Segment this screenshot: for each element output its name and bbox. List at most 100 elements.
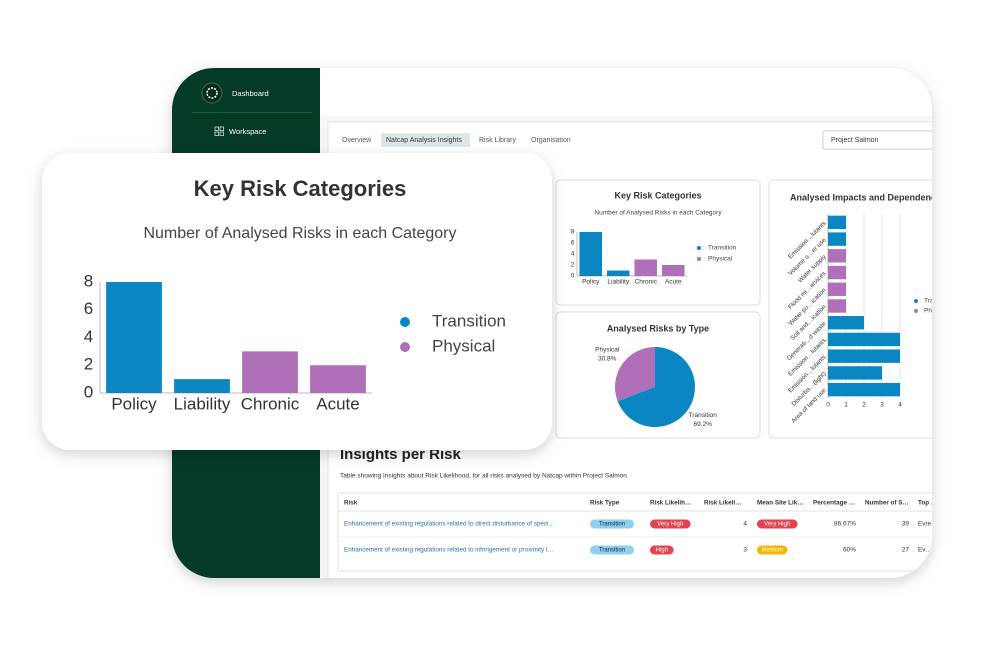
pill xyxy=(590,519,634,529)
x-tick-label: 4 xyxy=(898,402,902,409)
y-tick-label: 8 xyxy=(84,271,93,290)
pill-label: Very High xyxy=(764,522,790,528)
legend-label: Transition xyxy=(924,298,953,305)
chart-small: 0 2 4 6 8 Policy Liability Chronic Acute Transiti… xyxy=(571,229,737,286)
pill-label: Medium xyxy=(762,548,783,554)
bar xyxy=(310,365,366,393)
logo xyxy=(201,82,223,104)
chart-title: Key Risk Categories xyxy=(194,176,407,201)
y-tick-label: 0 xyxy=(571,273,575,280)
column-header: Percentage … xyxy=(813,500,855,507)
chart-large: 0 2 4 6 8 Policy Liability Chronic Acute Transiti… xyxy=(84,271,506,413)
chart-subtitle: Number of Analysed Risks in each Categor… xyxy=(594,210,722,217)
pill xyxy=(590,545,634,555)
bar xyxy=(661,265,685,276)
y-tick-label: 2 xyxy=(571,262,575,269)
project-name: Project Salmon xyxy=(831,137,879,144)
bar xyxy=(828,265,846,280)
bar xyxy=(828,299,846,313)
pill xyxy=(650,545,674,555)
legend-label: Transition xyxy=(708,245,737,252)
bar xyxy=(106,282,162,393)
bar xyxy=(828,382,900,397)
cell: Ev… xyxy=(918,547,932,554)
tab[interactable]: Organisation xyxy=(531,137,571,144)
legend-label: Transition xyxy=(432,311,506,330)
y-tick-label: 0 xyxy=(84,382,93,401)
nav-item[interactable]: Workspace xyxy=(229,127,266,136)
pie-slice xyxy=(617,347,695,428)
column-header: Risk xyxy=(344,500,358,507)
pill xyxy=(757,519,798,529)
chart-title: Key Risk Categories xyxy=(614,190,701,200)
chart-subtitle: Number of Analysed Risks in each Categor… xyxy=(143,225,456,242)
project-select[interactable] xyxy=(822,130,943,150)
column-header: Number of S… xyxy=(865,500,909,507)
column-header: Top … xyxy=(918,500,937,507)
x-tick-label: 1 xyxy=(844,402,848,409)
bar xyxy=(579,232,603,276)
cell: 3 xyxy=(743,547,747,554)
pill xyxy=(650,519,691,529)
cell: 60% xyxy=(843,547,856,554)
pie-slice xyxy=(615,347,655,402)
cell: 4 xyxy=(743,521,747,528)
x-tick-label: Acute xyxy=(665,279,682,286)
column-header: Risk Type xyxy=(590,500,620,507)
bar xyxy=(242,351,298,393)
column-header: Risk Likeli… xyxy=(704,500,741,507)
table-body: Risk Risk Type Risk Likelih… Risk Likeli… Me… xyxy=(338,500,937,555)
logo-mark xyxy=(206,87,218,99)
cell: Evre… xyxy=(918,521,937,528)
active-tab xyxy=(381,133,470,147)
pill xyxy=(757,545,788,555)
legend-swatch xyxy=(400,317,410,327)
cell: Enhancement of existing regulations rela… xyxy=(344,547,554,554)
x-tick-label: Chronic xyxy=(241,394,300,413)
x-tick-label: Policy xyxy=(582,279,600,286)
bar xyxy=(828,332,900,347)
section-description: Table showing Insights about Risk Likeli… xyxy=(340,473,629,480)
workspace-icon xyxy=(214,126,224,136)
slice-value: 30.8% xyxy=(598,355,617,362)
x-tick-label: Acute xyxy=(316,394,359,413)
bar xyxy=(174,379,230,393)
column-header: Risk Likelih… xyxy=(650,500,691,507)
y-tick-label: 6 xyxy=(84,299,93,318)
bar xyxy=(828,366,882,380)
nav-item[interactable]: Dashboard xyxy=(232,89,269,98)
y-tick-label: 4 xyxy=(84,327,93,346)
bar xyxy=(828,349,900,363)
x-tick-label: 0 xyxy=(826,402,830,409)
bar xyxy=(606,270,630,276)
y-tick-label: 4 xyxy=(571,251,575,258)
legend-swatch xyxy=(914,309,918,313)
legend-label: Physical xyxy=(924,308,949,315)
legend-swatch xyxy=(400,342,410,352)
bar xyxy=(828,282,846,296)
slice-label: Transition xyxy=(689,412,718,419)
top-bar xyxy=(320,68,932,116)
pill-label: Very High xyxy=(657,522,683,528)
bar xyxy=(828,249,846,263)
zoom-card xyxy=(42,153,552,450)
bar xyxy=(828,215,846,230)
x-tick-label: Liability xyxy=(174,394,231,413)
cell: Enhancement of existing regulations rela… xyxy=(344,521,555,528)
cell: 27 xyxy=(902,547,910,554)
pill-label: Transition xyxy=(599,522,625,528)
legend-swatch xyxy=(914,299,918,303)
pill-label: High xyxy=(656,548,668,554)
tab[interactable]: Natcap Analysis Insights xyxy=(386,137,462,144)
tab[interactable]: Overview xyxy=(342,137,372,144)
bar xyxy=(828,232,846,246)
legend-swatch xyxy=(697,257,701,261)
tab[interactable]: Risk Library xyxy=(479,137,516,144)
legend-swatch xyxy=(697,246,701,250)
bar xyxy=(634,259,658,276)
column-header: Mean Site Lik… xyxy=(757,500,804,507)
y-tick-label: 2 xyxy=(84,355,93,374)
sidebar-divider xyxy=(192,112,312,113)
